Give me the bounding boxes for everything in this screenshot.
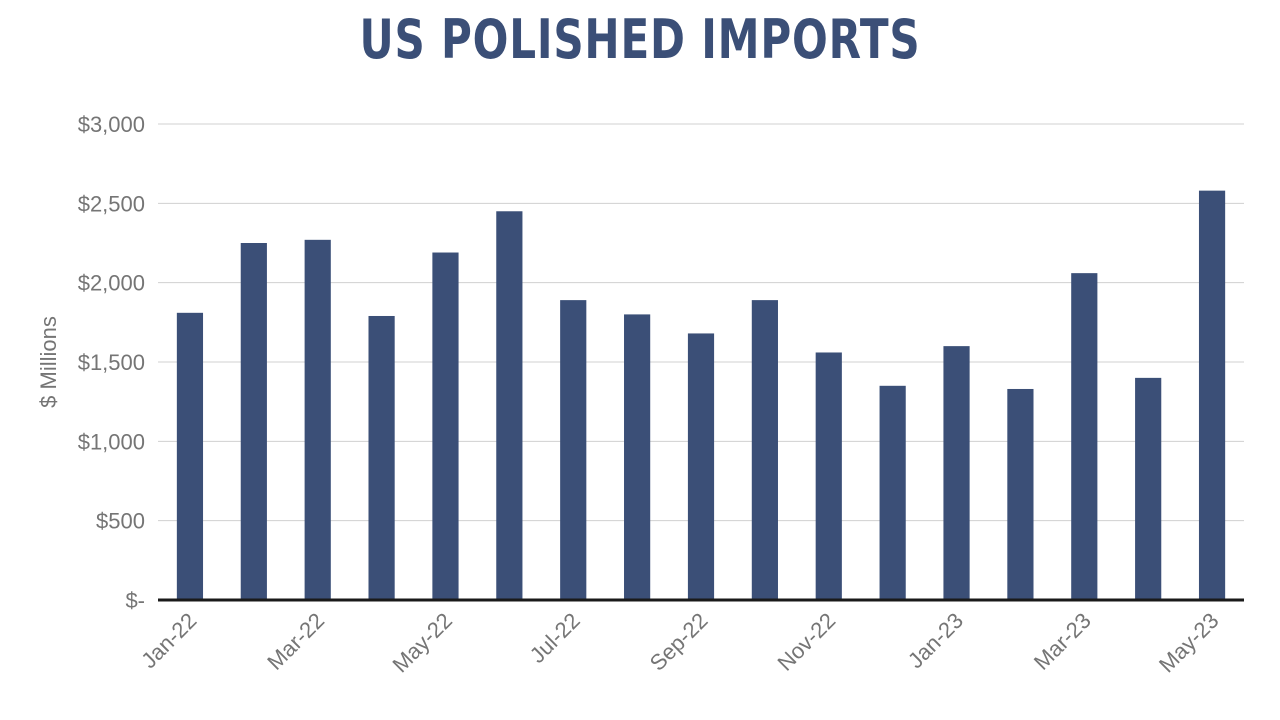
bar [432, 252, 459, 600]
bar [1198, 190, 1226, 600]
bar [176, 312, 204, 600]
x-tick-label: May-22 [387, 608, 457, 678]
x-tick-label: Nov-22 [772, 608, 840, 676]
bar [496, 211, 523, 600]
x-tick-label: Mar-23 [1029, 608, 1096, 675]
bar [815, 352, 842, 600]
bar [751, 300, 778, 600]
y-tick-label: $- [125, 588, 145, 613]
x-tick-label: Jan-22 [136, 608, 201, 673]
y-tick-label: $500 [96, 509, 145, 534]
chart-title: US POLISHED IMPORTS [359, 8, 921, 71]
bars [176, 190, 1226, 600]
bar [368, 315, 395, 600]
y-axis-label: $ Millions [36, 316, 61, 408]
y-tick-label: $1,500 [78, 350, 145, 375]
bar [943, 346, 970, 600]
x-tick-label: May-23 [1154, 608, 1224, 678]
bar [879, 385, 906, 600]
y-tick-label: $2,000 [78, 271, 145, 296]
y-tick-label: $1,000 [78, 429, 145, 454]
bar [560, 300, 587, 600]
bar [240, 243, 267, 600]
bar [687, 333, 715, 600]
x-tick-label: Jul-22 [525, 608, 585, 668]
bar [1135, 377, 1162, 600]
bar [1007, 388, 1034, 600]
x-axis-ticks: Jan-22 Mar-22 May-22 Jul-22 Sep-22 Nov-22 Jan-… [136, 608, 1223, 678]
y-tick-label: $2,500 [78, 191, 145, 216]
x-tick-label: Jan-23 [903, 608, 968, 673]
y-axis-ticks: $- $500 $1,000 $1,500 $2,000 $2,500 $3,000 [78, 112, 145, 613]
y-tick-label: $3,000 [78, 112, 145, 137]
bar [304, 239, 331, 600]
bar [624, 314, 651, 600]
x-tick-label: Sep-22 [645, 608, 713, 676]
x-tick-label: Mar-22 [262, 608, 329, 675]
bar [1071, 273, 1098, 600]
